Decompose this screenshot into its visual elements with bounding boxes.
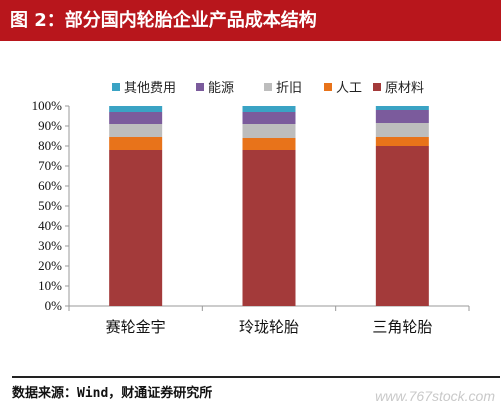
y-tick-label: 90% <box>38 118 62 133</box>
bar-segment-0-4 <box>109 106 163 112</box>
bar-segment-2-0 <box>375 146 429 306</box>
chart-bars <box>109 106 429 306</box>
y-tick-label: 30% <box>38 238 62 253</box>
bar-segment-1-1 <box>242 138 296 150</box>
figure-title: 图 2：部分国内轮胎企业产品成本结构 <box>0 0 501 41</box>
stacked-bar-chart: 其他费用 能源 折旧 人工 原材料 0% 10% 20% 30% 40% 50% 60% 70% 80%… <box>32 81 470 336</box>
bar-segment-2-3 <box>375 110 429 123</box>
source-divider <box>12 376 500 378</box>
legend-label-4: 原材料 <box>385 81 424 96</box>
category-label-1: 玲珑轮胎 <box>239 318 299 336</box>
bar-segment-2-1 <box>375 137 429 146</box>
chart-y-ticks: 0% 10% 20% 30% 40% 50% 60% 70% 80% 90% 100% <box>32 98 63 313</box>
legend-swatch-1 <box>196 83 204 91</box>
y-tick-label: 10% <box>38 278 62 293</box>
y-tick-label: 80% <box>38 138 62 153</box>
y-tick-label: 50% <box>38 198 62 213</box>
y-tick-label: 100% <box>32 98 63 113</box>
legend-label-1: 能源 <box>208 81 234 96</box>
data-source: 数据来源：Wind，财通证券研究所 <box>12 386 213 401</box>
chart-categories: 赛轮金宇 玲珑轮胎 三角轮胎 <box>106 318 433 336</box>
bar-segment-2-2 <box>375 123 429 137</box>
bar-segment-0-1 <box>109 137 163 150</box>
watermark-text: www.767stock.com <box>375 388 495 404</box>
bar-segment-1-3 <box>242 112 296 124</box>
legend-swatch-2 <box>264 83 272 91</box>
bar-segment-1-2 <box>242 124 296 138</box>
legend-swatch-3 <box>324 83 332 91</box>
legend-swatch-4 <box>373 83 381 91</box>
category-label-2: 三角轮胎 <box>372 318 432 336</box>
chart-legend: 其他费用 能源 折旧 人工 原材料 <box>112 81 424 96</box>
bar-segment-2-4 <box>375 106 429 110</box>
bar-segment-1-4 <box>242 106 296 112</box>
bar-segment-0-3 <box>109 112 163 124</box>
legend-label-2: 折旧 <box>276 81 302 96</box>
y-tick-label: 20% <box>38 258 62 273</box>
bar-segment-1-0 <box>242 150 296 306</box>
y-tick-label: 0% <box>45 298 63 313</box>
legend-label-0: 其他费用 <box>124 81 176 96</box>
y-tick-label: 40% <box>38 218 62 233</box>
legend-swatch-0 <box>112 83 120 91</box>
category-label-0: 赛轮金宇 <box>106 318 166 336</box>
bar-segment-0-0 <box>109 150 163 306</box>
y-tick-label: 70% <box>38 158 62 173</box>
bar-segment-0-2 <box>109 124 163 137</box>
y-tick-label: 60% <box>38 178 62 193</box>
legend-label-3: 人工 <box>336 81 362 96</box>
